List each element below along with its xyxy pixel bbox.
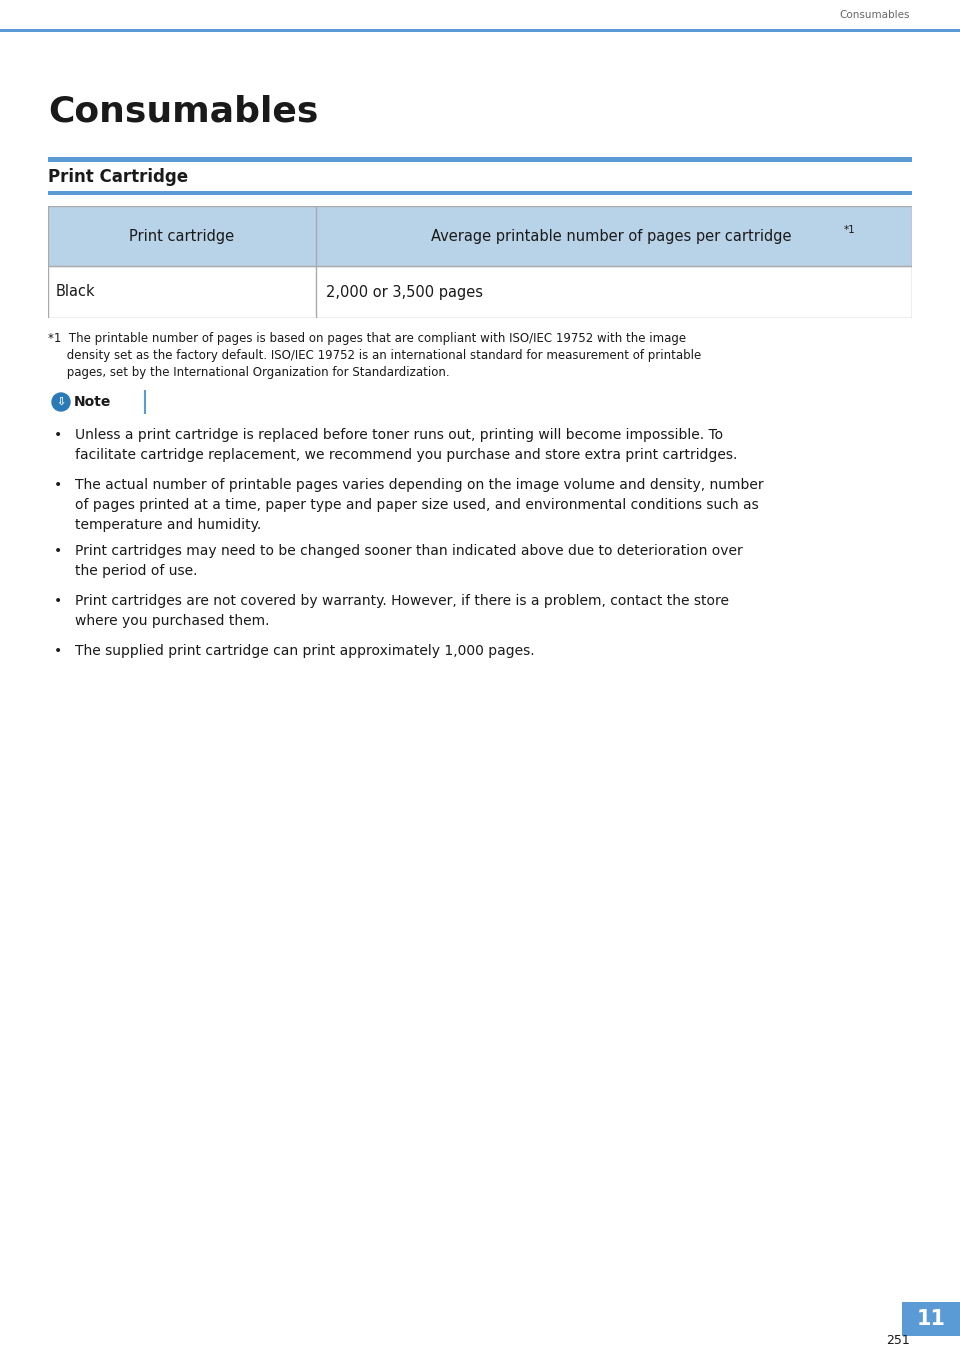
Text: density set as the factory default. ISO/IEC 19752 is an international standard f: density set as the factory default. ISO/… — [48, 350, 701, 362]
Text: Consumables: Consumables — [48, 95, 319, 129]
Text: Print cartridges are not covered by warranty. However, if there is a problem, co: Print cartridges are not covered by warr… — [75, 594, 729, 628]
Text: Average printable number of pages per cartridge: Average printable number of pages per ca… — [431, 228, 797, 243]
Text: Black: Black — [56, 284, 96, 299]
Text: *1  The printable number of pages is based on pages that are compliant with ISO/: *1 The printable number of pages is base… — [48, 332, 686, 345]
Text: Note: Note — [74, 394, 111, 409]
Text: 251: 251 — [886, 1334, 910, 1346]
Text: Consumables: Consumables — [839, 10, 910, 20]
Text: •: • — [54, 477, 62, 492]
Text: •: • — [54, 594, 62, 608]
Text: *1: *1 — [844, 224, 855, 235]
Text: 2,000 or 3,500 pages: 2,000 or 3,500 pages — [326, 284, 483, 299]
Text: Print cartridge: Print cartridge — [130, 228, 234, 243]
Text: The supplied print cartridge can print approximately 1,000 pages.: The supplied print cartridge can print a… — [75, 645, 535, 658]
Text: Unless a print cartridge is replaced before toner runs out, printing will become: Unless a print cartridge is replaced bef… — [75, 428, 737, 462]
Text: pages, set by the International Organization for Standardization.: pages, set by the International Organiza… — [48, 366, 449, 379]
Text: The actual number of printable pages varies depending on the image volume and de: The actual number of printable pages var… — [75, 477, 763, 532]
Text: ⇩: ⇩ — [57, 397, 65, 407]
Bar — [48, 205, 912, 267]
Text: •: • — [54, 544, 62, 558]
FancyBboxPatch shape — [46, 388, 145, 416]
Text: •: • — [54, 428, 62, 442]
Text: •: • — [54, 645, 62, 658]
Circle shape — [52, 393, 70, 411]
Text: Print cartridges may need to be changed sooner than indicated above due to deter: Print cartridges may need to be changed … — [75, 544, 743, 578]
Text: 11: 11 — [917, 1308, 946, 1329]
Text: Print Cartridge: Print Cartridge — [48, 169, 188, 186]
